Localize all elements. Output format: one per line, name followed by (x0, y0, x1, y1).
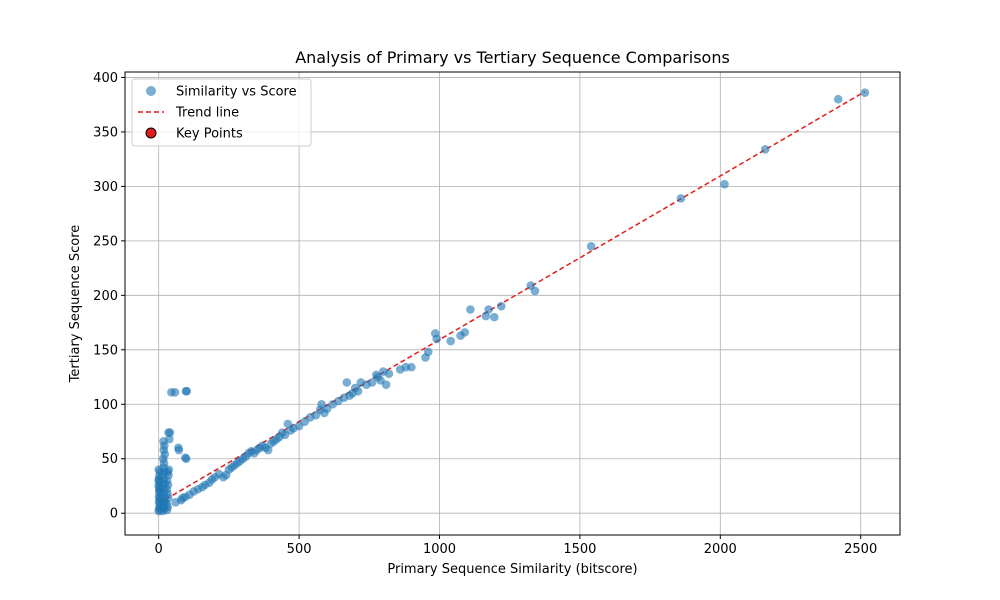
y-tick-label: 50 (101, 452, 118, 467)
data-point (833, 94, 843, 104)
data-point (489, 312, 499, 322)
data-point (484, 305, 493, 314)
legend-label-key-points: Key Points (176, 127, 243, 142)
plot-frame (124, 71, 901, 536)
data-point (530, 286, 540, 296)
data-point (381, 380, 391, 389)
data-point (860, 88, 870, 97)
data-point (367, 378, 377, 387)
legend-label-trend: Trend line (175, 106, 239, 121)
x-axis-label: Primary Sequence Similarity (bitscore) (387, 562, 637, 577)
x-tick-label: 2500 (844, 542, 877, 557)
y-tick-label: 250 (93, 234, 118, 249)
data-point (170, 387, 180, 397)
x-tick-label: 500 (287, 542, 312, 557)
data-point (353, 386, 363, 396)
legend-label-similarity: Similarity vs Score (176, 85, 297, 100)
y-tick-label: 150 (93, 343, 118, 358)
data-point (586, 242, 596, 251)
data-point (182, 386, 192, 396)
data-point (164, 465, 174, 474)
data-point (496, 301, 506, 311)
data-point (760, 145, 770, 154)
points-layer (154, 88, 870, 516)
y-tick-label: 100 (93, 398, 118, 413)
data-point (481, 311, 491, 321)
chart-title: Analysis of Primary vs Tertiary Sequence… (295, 48, 730, 67)
legend-marker-similarity (146, 86, 156, 96)
data-point (460, 328, 470, 337)
data-point (720, 179, 729, 189)
data-point (174, 445, 184, 455)
data-point (423, 347, 433, 357)
data-point (181, 454, 191, 464)
grid (125, 72, 900, 535)
x-tick-label: 2000 (704, 542, 737, 557)
legend-box (131, 78, 312, 147)
data-point (446, 336, 456, 346)
x-tick-label: 0 (155, 542, 163, 557)
data-point (432, 334, 441, 344)
data-point (342, 378, 352, 387)
y-tick-label: 350 (93, 125, 118, 140)
y-tick-label: 300 (93, 180, 118, 195)
legend: Similarity vs Score Trend line Key Point… (131, 78, 312, 147)
data-point (466, 305, 475, 314)
x-tick-label: 1000 (423, 542, 456, 557)
data-point (384, 369, 394, 379)
data-point (164, 428, 173, 437)
y-axis-label: Tertiary Sequence Score (68, 225, 83, 384)
ticks: 0 500 1000 1500 2000 2500 0 50 100 150 200 250 300 35… (93, 71, 877, 557)
data-point (676, 194, 686, 203)
y-tick-label: 200 (93, 289, 118, 304)
y-tick-label: 0 (110, 507, 118, 522)
legend-marker-key-points (145, 127, 157, 139)
data-point (263, 445, 273, 455)
x-tick-label: 1500 (563, 542, 596, 557)
y-tick-label: 400 (93, 71, 118, 86)
data-point (407, 362, 416, 372)
data-point (165, 434, 174, 444)
